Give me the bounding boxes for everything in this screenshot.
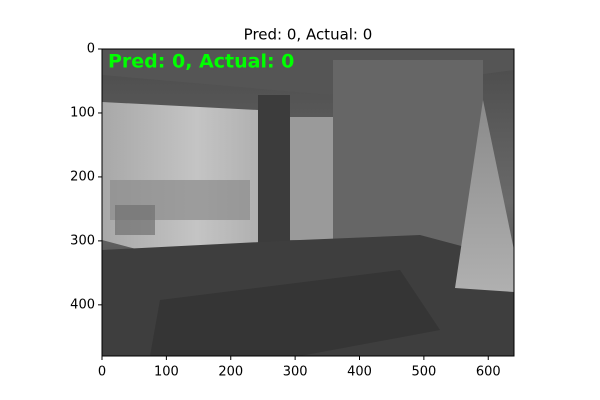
x-tick-label: 300 bbox=[283, 365, 308, 380]
y-tick-label: 0 bbox=[87, 42, 95, 57]
x-tick-label: 100 bbox=[154, 365, 179, 380]
annotation: Pred: 0, Actual: 0 bbox=[108, 51, 294, 73]
y-tick-label: 200 bbox=[70, 169, 95, 184]
x-tick-label: 200 bbox=[218, 365, 243, 380]
x-tick-label: 400 bbox=[347, 365, 372, 380]
x-tick-label: 600 bbox=[476, 365, 501, 380]
chart-title: Pred: 0, Actual: 0 bbox=[244, 26, 373, 44]
image bbox=[102, 49, 514, 356]
y-tick-label: 100 bbox=[70, 105, 95, 120]
y-tick-label: 400 bbox=[70, 297, 95, 312]
y-tick-label: 300 bbox=[70, 233, 95, 248]
axes-frame bbox=[101, 48, 515, 357]
x-tick-label: 500 bbox=[411, 365, 436, 380]
x-tick-label: 0 bbox=[98, 365, 106, 380]
